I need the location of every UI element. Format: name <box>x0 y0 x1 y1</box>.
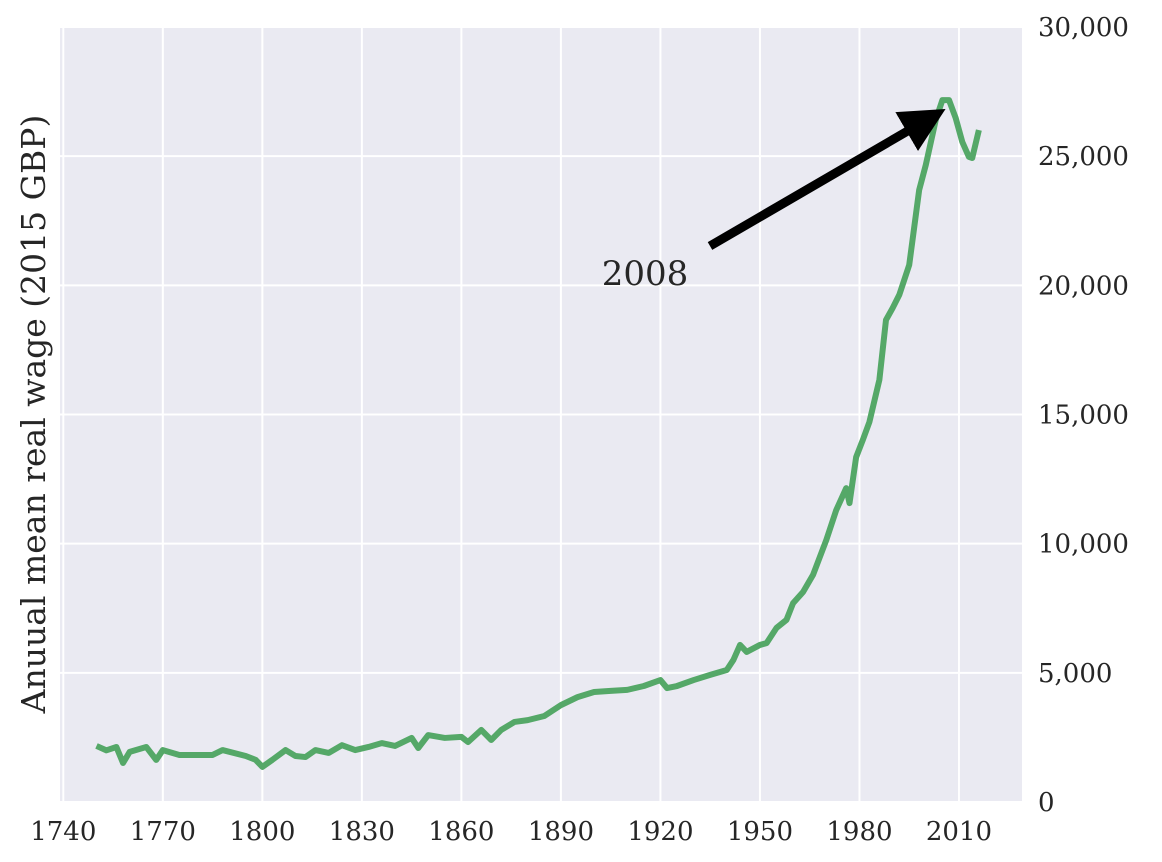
x-tick-label: 1980 <box>826 817 892 847</box>
y-tick-label: 15,000 <box>1038 401 1129 431</box>
y-tick-label: 20,000 <box>1038 271 1129 301</box>
x-tick-label: 2010 <box>926 817 992 847</box>
y-tick-label: 25,000 <box>1038 142 1129 172</box>
y-tick-label: 5,000 <box>1038 659 1112 689</box>
x-tick-label: 1950 <box>727 817 793 847</box>
y-axis-label: Anuual mean real wage (2015 GBP) <box>14 115 53 715</box>
x-tick-label: 1860 <box>428 817 494 847</box>
y-tick-label: 30,000 <box>1038 13 1129 43</box>
x-tick-label: 1830 <box>329 817 395 847</box>
x-tick-label: 1740 <box>30 817 96 847</box>
x-tick-label: 1770 <box>130 817 196 847</box>
data-line <box>95 97 982 770</box>
x-tick-label: 1920 <box>627 817 693 847</box>
x-tick-label: 1890 <box>528 817 594 847</box>
y-tick-label: 10,000 <box>1038 530 1129 560</box>
y-tick-label: 0 <box>1038 788 1055 818</box>
x-tick-label: 1800 <box>229 817 295 847</box>
annotation: 2008 <box>602 254 689 294</box>
annotation-arrow <box>707 108 946 250</box>
